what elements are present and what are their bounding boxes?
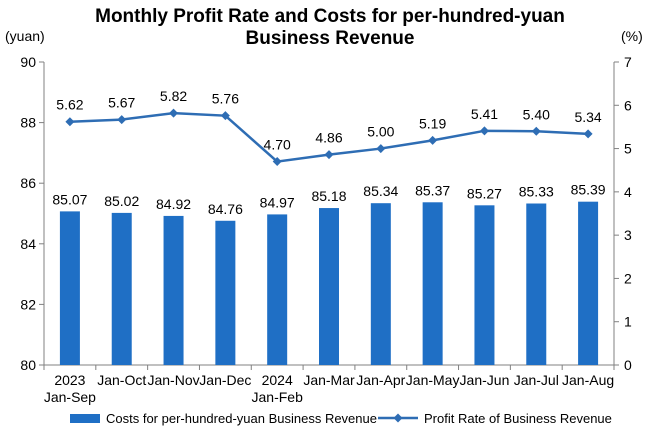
profit-rate-point: [479, 126, 489, 136]
x-tick-label: Jan-Jun: [460, 372, 510, 388]
legend-label-profit: Profit Rate of Business Revenue: [424, 411, 612, 426]
cost-bar: [422, 202, 443, 365]
cost-bar-label: 85.27: [467, 185, 502, 201]
cost-bar-label: 84.97: [260, 194, 295, 210]
left-axis-unit: (yuan): [5, 28, 45, 44]
profit-rate-label: 5.41: [471, 106, 498, 122]
profit-rate-point: [65, 117, 75, 127]
cost-bar-label: 85.02: [104, 193, 139, 209]
cost-bar: [526, 203, 547, 365]
left-tick-label: 84: [20, 236, 36, 252]
profit-rate-label: 5.40: [523, 106, 550, 122]
profit-rate-label: 5.62: [56, 97, 83, 113]
profit-rate-point: [428, 135, 438, 145]
profit-rate-point: [220, 111, 230, 121]
cost-bar: [578, 201, 599, 365]
cost-bar: [267, 214, 288, 365]
chart-title-line-2: Business Revenue: [246, 28, 415, 49]
profit-rate-point: [531, 126, 541, 136]
profit-rate-label: 5.67: [108, 95, 135, 111]
cost-bar: [111, 212, 132, 365]
x-tick-label: Jan-Feb: [252, 389, 304, 405]
right-tick-label: 4: [624, 184, 632, 200]
legend-label-costs: Costs for per-hundred-yuan Business Reve…: [106, 411, 377, 426]
x-tick-label: Jan-Dec: [199, 372, 251, 388]
cost-bar-label: 84.92: [156, 196, 191, 212]
cost-bar: [215, 220, 236, 365]
cost-bar: [370, 203, 391, 365]
legend-swatch-costs: [70, 414, 100, 423]
profit-rate-label: 5.19: [419, 115, 446, 131]
profit-rate-point: [117, 115, 127, 125]
x-tick-label: Jan-Jul: [514, 372, 559, 388]
x-tick-label: Jan-Oct: [97, 372, 146, 388]
profit-rate-point: [324, 150, 334, 160]
profit-rate-point: [583, 129, 593, 139]
cost-bar: [319, 208, 339, 365]
cost-bar-label: 85.39: [571, 182, 606, 198]
chart-title-line-1: Monthly Profit Rate and Costs for per-hu…: [95, 6, 565, 27]
right-tick-label: 1: [624, 314, 632, 330]
profit-rate-label: 4.70: [264, 137, 291, 153]
x-tick-label: Jan-Mar: [303, 372, 355, 388]
left-tick-label: 88: [20, 115, 36, 131]
cost-bar-label: 85.34: [363, 183, 398, 199]
right-tick-label: 6: [624, 97, 632, 113]
right-tick-label: 0: [624, 357, 632, 373]
legend-swatch-profit-marker: [393, 413, 403, 423]
x-tick-label: Jan-May: [406, 372, 460, 388]
profit-rate-label: 5.00: [367, 124, 394, 140]
profit-rate-label: 4.86: [315, 130, 342, 146]
left-tick-label: 90: [20, 54, 36, 70]
left-tick-label: 80: [20, 357, 36, 373]
right-axis-unit: (%): [621, 28, 643, 44]
x-tick-label: Jan-Apr: [356, 372, 405, 388]
cost-bar-label: 85.07: [52, 191, 87, 207]
cost-bar: [163, 215, 184, 365]
profit-rate-point: [376, 144, 386, 154]
profit-rate-point: [169, 108, 179, 118]
profit-rate-label: 5.34: [574, 109, 601, 125]
x-tick-label: Jan-Nov: [147, 372, 199, 388]
right-tick-label: 2: [624, 270, 632, 286]
x-tick-label: 2023: [54, 372, 85, 388]
profit-rate-point: [272, 157, 282, 167]
cost-bar-label: 85.18: [311, 188, 346, 204]
cost-bar-label: 84.76: [208, 201, 243, 217]
left-tick-label: 86: [20, 175, 36, 191]
x-tick-label: 2024: [262, 372, 293, 388]
left-tick-label: 82: [20, 296, 36, 312]
right-tick-label: 5: [624, 141, 632, 157]
cost-bar: [59, 211, 80, 365]
profit-rate-label: 5.82: [160, 88, 187, 104]
right-tick-label: 7: [624, 54, 632, 70]
right-tick-label: 3: [624, 227, 632, 243]
legend: Costs for per-hundred-yuan Business Reve…: [70, 411, 612, 426]
x-tick-label: Jan-Aug: [562, 372, 614, 388]
cost-bar-label: 85.33: [519, 184, 554, 200]
x-tick-label: Jan-Sep: [44, 389, 96, 405]
cost-bar: [474, 205, 495, 365]
cost-bar-label: 85.37: [415, 182, 450, 198]
profit-rate-label: 5.76: [212, 91, 239, 107]
